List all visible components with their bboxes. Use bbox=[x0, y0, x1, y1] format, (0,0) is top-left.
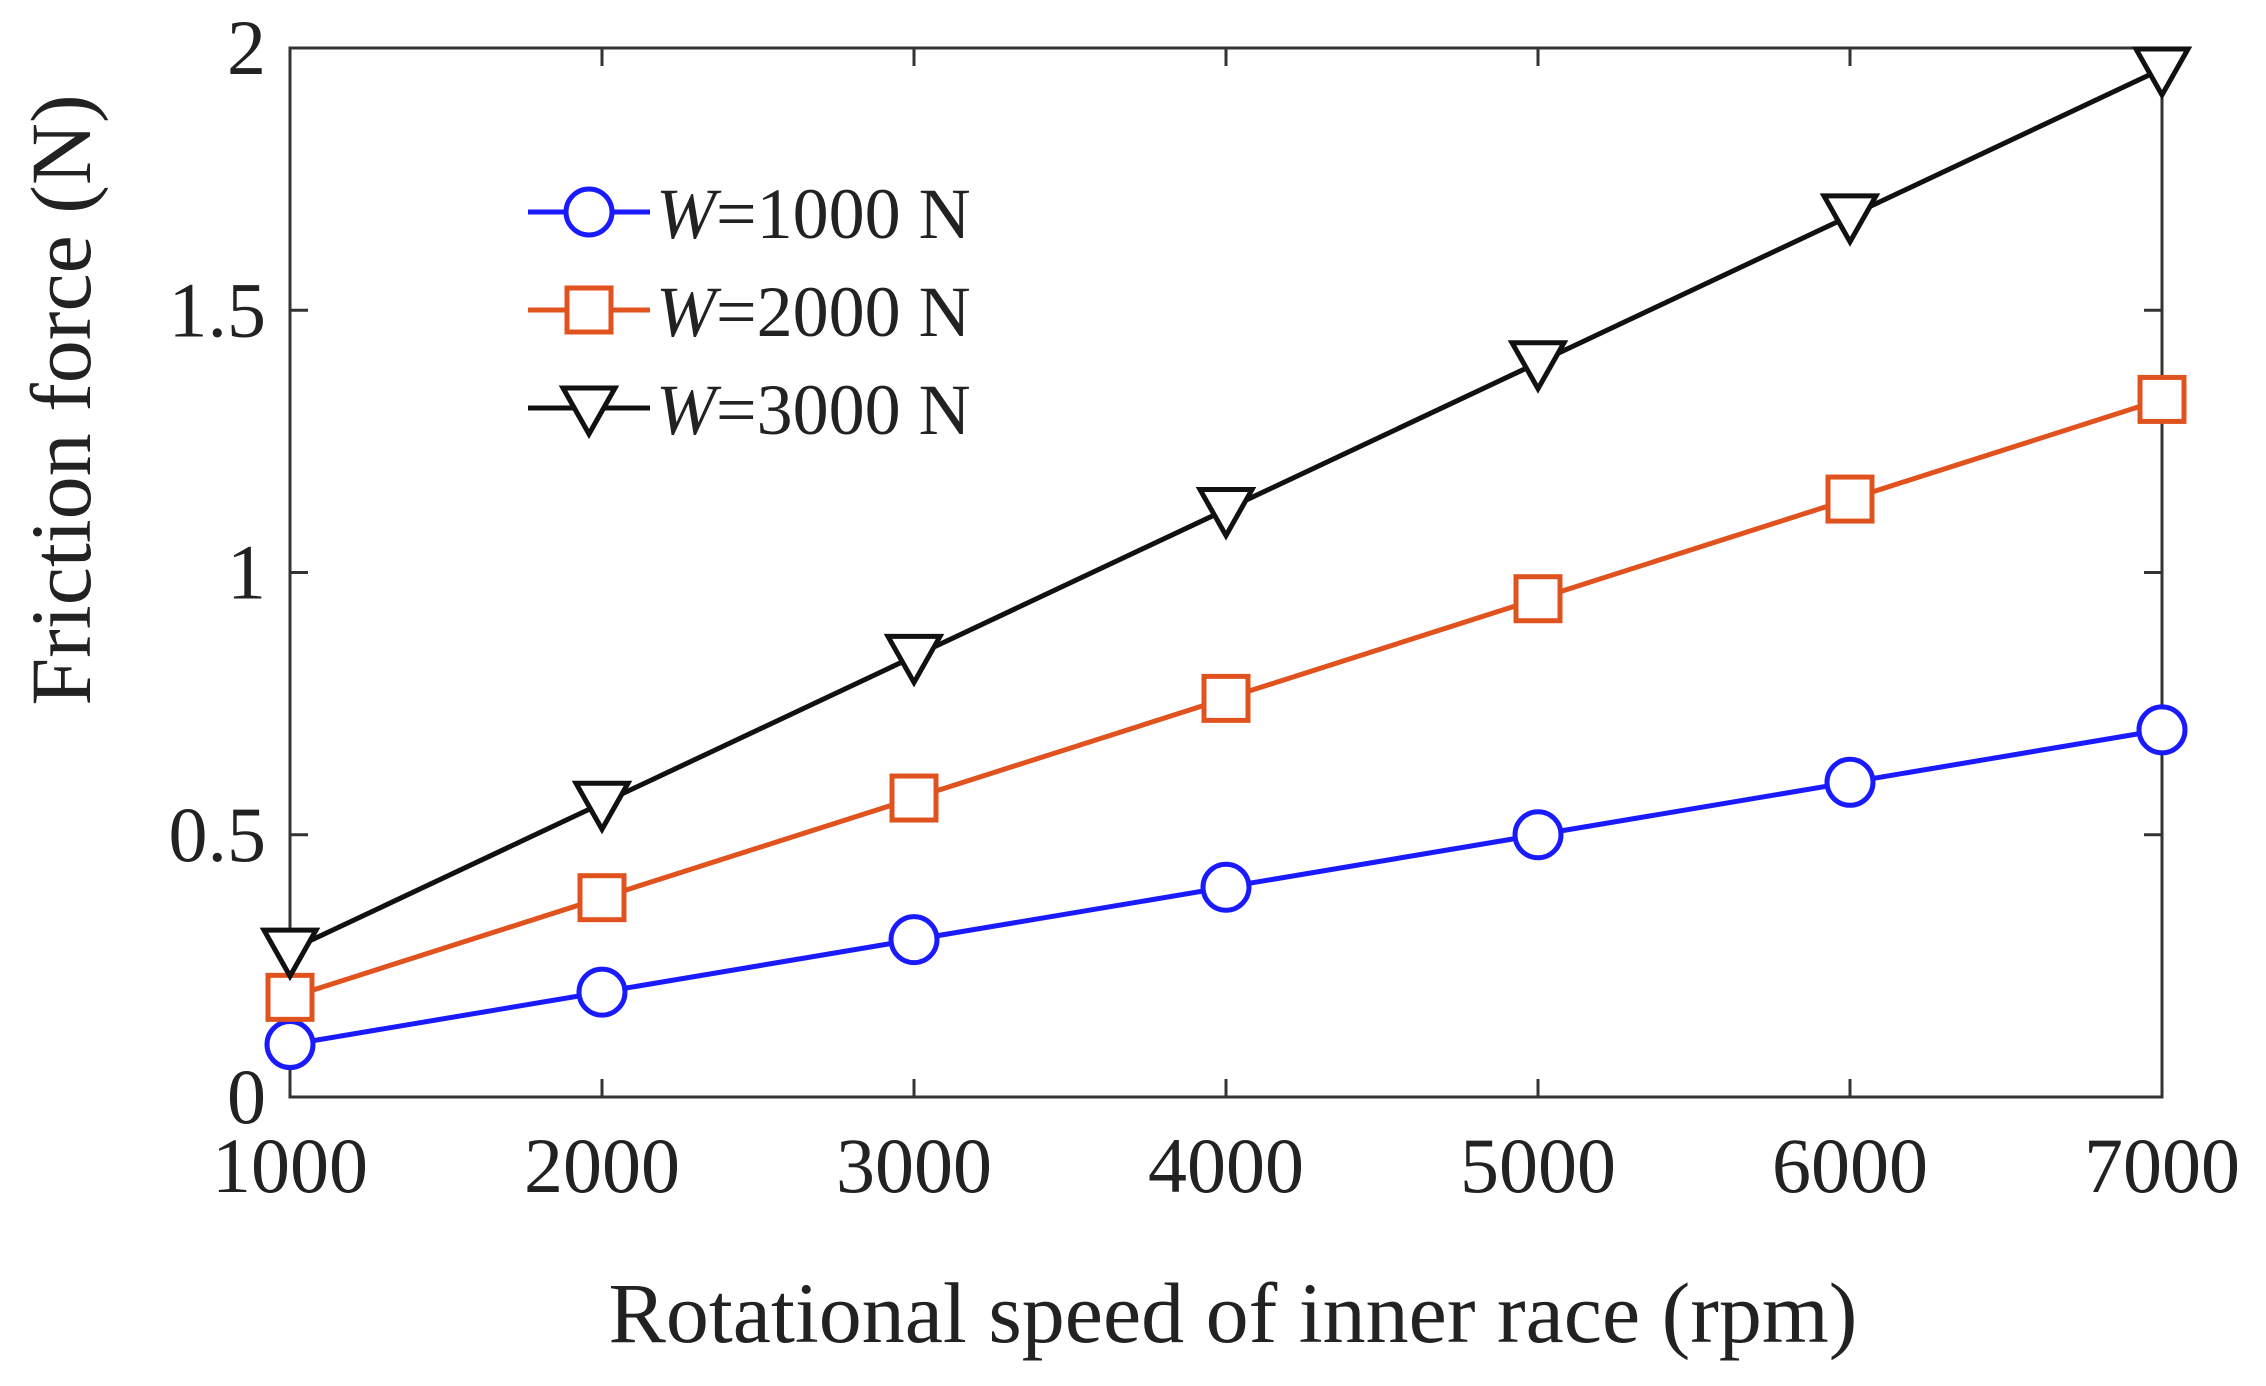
legend-value: =3000 N bbox=[716, 370, 971, 450]
x-tick-label: 2000 bbox=[524, 1122, 680, 1209]
data-point bbox=[1201, 673, 1251, 723]
x-axis-ticks: 1000 2000 3000 4000 5000 6000 7000 bbox=[212, 48, 2240, 1209]
legend-entry-2: W=2000 N bbox=[528, 272, 971, 352]
x-tick-label: 6000 bbox=[1772, 1122, 1928, 1209]
legend-marker bbox=[564, 285, 614, 335]
data-point bbox=[1513, 574, 1563, 624]
y-axis-ticks: 0 0.5 1 1.5 2 bbox=[169, 4, 2162, 1140]
data-point bbox=[1512, 809, 1564, 861]
data-point bbox=[1200, 861, 1252, 913]
x-tick-label: 1000 bbox=[212, 1122, 368, 1209]
data-point bbox=[1819, 193, 1881, 247]
y-tick-label: 0.5 bbox=[169, 791, 267, 878]
data-point bbox=[883, 633, 945, 688]
data-point bbox=[1825, 474, 1875, 524]
y-tick-label: 1 bbox=[227, 529, 266, 616]
data-point bbox=[264, 1019, 316, 1071]
data-point bbox=[577, 873, 627, 923]
legend-label: W=1000 N bbox=[656, 174, 971, 254]
legend-variable: W bbox=[656, 272, 722, 352]
data-point bbox=[571, 780, 633, 835]
data-point bbox=[1195, 487, 1257, 541]
x-tick-label: 3000 bbox=[836, 1122, 992, 1209]
x-tick-label: 5000 bbox=[1460, 1122, 1616, 1209]
data-point bbox=[2136, 704, 2188, 756]
legend-marker bbox=[563, 186, 615, 238]
legend-variable: W bbox=[656, 370, 722, 450]
data-point bbox=[1824, 756, 1876, 808]
legend: W=1000 NW=2000 NW=3000 N bbox=[528, 174, 971, 450]
legend-entry-1: W=1000 N bbox=[528, 174, 971, 254]
legend-marker bbox=[558, 385, 620, 440]
data-point bbox=[2131, 46, 2193, 101]
data-point bbox=[889, 773, 939, 823]
x-tick-label: 4000 bbox=[1148, 1122, 1304, 1209]
x-axis-label: Rotational speed of inner race (rpm) bbox=[609, 1265, 1858, 1361]
series-layer bbox=[259, 46, 2193, 1071]
data-point bbox=[2137, 374, 2187, 424]
data-point bbox=[1507, 340, 1569, 394]
series-2 bbox=[265, 374, 2187, 1022]
y-tick-label: 0 bbox=[227, 1053, 266, 1140]
y-axis-label: Friction force (N) bbox=[13, 94, 109, 705]
legend-variable: W bbox=[656, 174, 722, 254]
data-point bbox=[576, 966, 628, 1018]
y-tick-label: 1.5 bbox=[169, 266, 267, 353]
x-tick-label: 7000 bbox=[2084, 1122, 2240, 1209]
legend-label: W=2000 N bbox=[656, 272, 971, 352]
series-1 bbox=[264, 704, 2188, 1071]
legend-value: =2000 N bbox=[716, 272, 971, 352]
series-3 bbox=[259, 46, 2193, 982]
legend-label: W=3000 N bbox=[656, 370, 971, 450]
data-point bbox=[259, 927, 321, 982]
y-tick-label: 2 bbox=[227, 4, 266, 91]
data-point bbox=[888, 914, 940, 966]
legend-entry-3: W=3000 N bbox=[528, 370, 971, 450]
data-point bbox=[265, 972, 315, 1022]
legend-value: =1000 N bbox=[716, 174, 971, 254]
